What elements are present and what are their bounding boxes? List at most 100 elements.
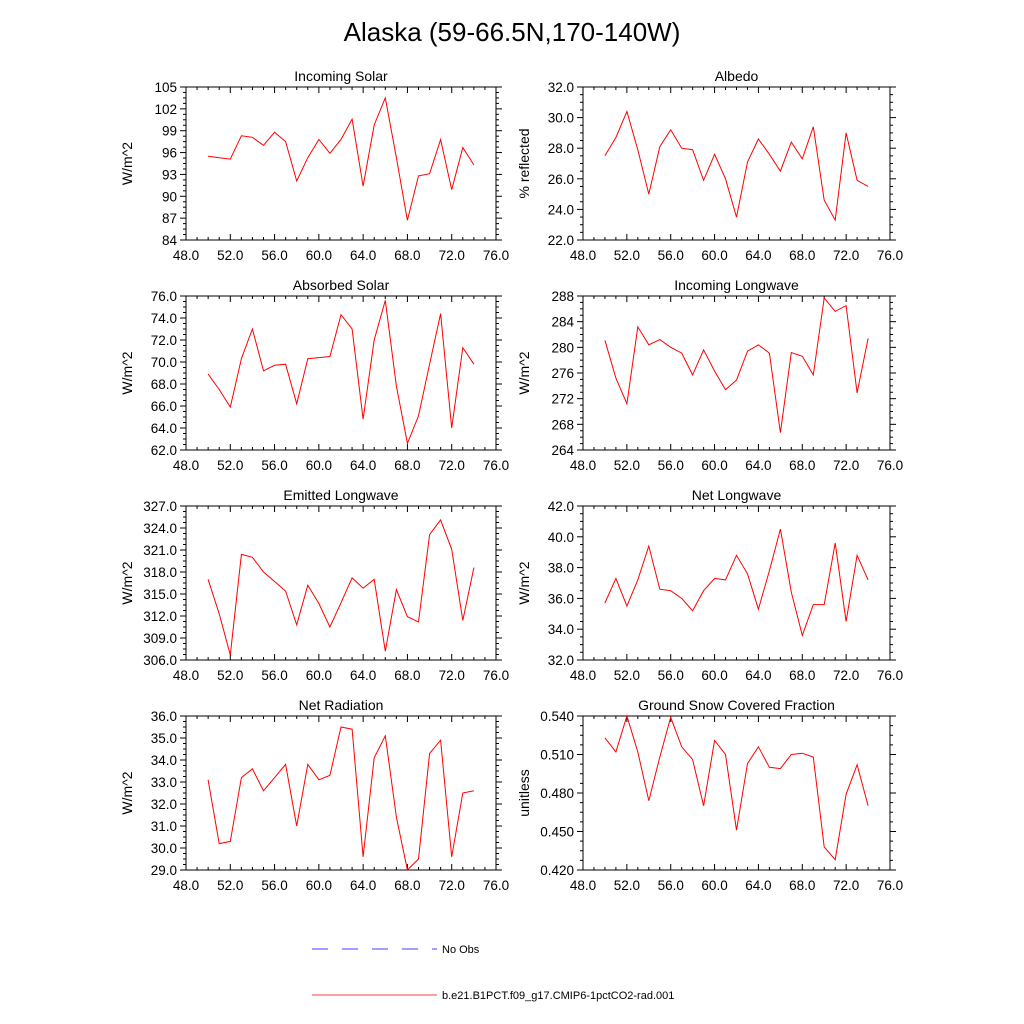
y-tick-label: 321.0 [143, 543, 177, 558]
series-line-incoming-longwave [604, 296, 869, 433]
panel-title: Incoming Longwave [674, 277, 799, 293]
y-tick-label: 29.0 [151, 863, 177, 878]
x-tick-label: 64.0 [350, 878, 376, 893]
x-tick-label: 68.0 [394, 668, 420, 683]
y-tick-label: 38.0 [548, 561, 574, 576]
y-tick-label: 28.0 [548, 141, 574, 156]
y-tick-label: 84 [162, 233, 178, 248]
x-tick-label: 76.0 [877, 248, 903, 263]
y-tick-label: 315.0 [143, 587, 177, 602]
series-line-incoming-solar [208, 96, 475, 221]
series-line-emitted-longwave [207, 518, 475, 656]
series-line-ground-snow-covered-fraction [604, 714, 869, 861]
x-tick-label: 68.0 [394, 458, 420, 473]
chart-panels: Incoming Solar W/m^2 48.0 52.0 56.0 60.0 64.0 6… [119, 68, 903, 893]
y-tick-label: 35.0 [151, 731, 177, 746]
y-tick-label: 264 [551, 443, 574, 458]
y-tick-label: 66.0 [151, 399, 177, 414]
y-tick-label: 312.0 [143, 609, 177, 624]
x-tick-label: 76.0 [483, 248, 509, 263]
y-tick-label: 327.0 [143, 499, 177, 514]
x-tick-label: 56.0 [261, 878, 287, 893]
y-tick-label: 93 [162, 167, 177, 182]
x-tick-label: 48.0 [570, 248, 596, 263]
y-tick-label: 0.420 [540, 863, 574, 878]
x-tick-label: 48.0 [570, 878, 596, 893]
x-tick-label: 52.0 [217, 878, 243, 893]
x-tick-label: 64.0 [745, 248, 771, 263]
panel-title: Ground Snow Covered Fraction [638, 697, 835, 713]
panel-title: Incoming Solar [294, 68, 388, 84]
x-tick-label: 52.0 [217, 668, 243, 683]
x-tick-label: 60.0 [306, 668, 332, 683]
x-tick-label: 52.0 [614, 458, 640, 473]
x-tick-label: 72.0 [833, 668, 859, 683]
y-axis-label: W/m^2 [516, 561, 532, 604]
y-tick-label: 34.0 [548, 622, 574, 637]
x-tick-label: 72.0 [833, 878, 859, 893]
legend-item-model-run: b.e21.B1PCT.f09_g17.CMIP6-1pctCO2-rad.00… [312, 990, 674, 1002]
y-tick-label: 276 [551, 366, 574, 381]
x-tick-label: 48.0 [173, 248, 199, 263]
y-tick-label: 32.0 [548, 80, 574, 95]
y-tick-label: 76.0 [151, 289, 177, 304]
panel-title: Net Longwave [692, 487, 782, 503]
x-tick-label: 48.0 [173, 668, 199, 683]
series-line-net-radiation [207, 726, 474, 872]
plot-frame [582, 295, 891, 451]
y-tick-label: 306.0 [143, 653, 177, 668]
chart-panel-ground-snow-covered-fraction: Ground Snow Covered Fraction unitless 48.0… [516, 697, 903, 893]
series-line-net-longwave [604, 528, 869, 638]
y-tick-label: 32.0 [548, 653, 574, 668]
x-tick-label: 76.0 [483, 878, 509, 893]
legend-label-no-obs: No Obs [442, 944, 480, 956]
x-tick-label: 48.0 [570, 458, 596, 473]
x-tick-label: 60.0 [701, 878, 727, 893]
x-tick-label: 52.0 [614, 668, 640, 683]
legend-item-no-obs: No Obs [312, 944, 480, 956]
y-tick-label: 34.0 [151, 753, 177, 768]
x-tick-label: 56.0 [261, 248, 287, 263]
x-tick-label: 60.0 [701, 668, 727, 683]
panel-title: Net Radiation [299, 697, 384, 713]
x-tick-label: 76.0 [483, 668, 509, 683]
chart-panel-absorbed-solar: Absorbed Solar W/m^2 48.0 52.0 56.0 60.0 64.0 6… [119, 277, 509, 473]
y-tick-label: 36.0 [548, 591, 574, 606]
x-tick-label: 48.0 [173, 458, 199, 473]
chart-panel-net-longwave: Net Longwave W/m^2 48.0 52.0 56.0 60.0 64.0 68.… [516, 487, 903, 683]
x-tick-label: 76.0 [483, 458, 509, 473]
y-tick-label: 0.480 [540, 786, 574, 801]
y-axis-label: W/m^2 [119, 142, 135, 185]
x-tick-label: 76.0 [877, 668, 903, 683]
y-tick-label: 36.0 [151, 709, 177, 724]
y-tick-label: 30.0 [548, 111, 574, 126]
x-tick-label: 60.0 [306, 878, 332, 893]
y-tick-label: 30.0 [151, 841, 177, 856]
panel-title: Emitted Longwave [283, 487, 398, 503]
y-tick-label: 32.0 [151, 797, 177, 812]
x-tick-label: 52.0 [614, 878, 640, 893]
y-tick-label: 90 [162, 189, 177, 204]
series-line-absorbed-solar [207, 300, 475, 446]
plot-frame [185, 295, 497, 451]
x-tick-label: 56.0 [658, 458, 684, 473]
chart-panel-incoming-longwave: Incoming Longwave W/m^2 48.0 52.0 56.0 60.0 64… [516, 277, 903, 473]
x-tick-label: 68.0 [789, 878, 815, 893]
x-tick-label: 68.0 [789, 668, 815, 683]
x-tick-label: 72.0 [439, 248, 465, 263]
y-tick-label: 96 [162, 146, 177, 161]
x-tick-label: 60.0 [306, 248, 332, 263]
x-tick-label: 64.0 [350, 668, 376, 683]
y-tick-label: 0.510 [540, 748, 574, 763]
y-axis-label: W/m^2 [119, 351, 135, 394]
x-tick-label: 64.0 [350, 458, 376, 473]
y-tick-label: 284 [551, 315, 574, 330]
y-tick-label: 102 [154, 102, 177, 117]
series-line-albedo [604, 109, 869, 222]
x-tick-label: 56.0 [658, 248, 684, 263]
x-tick-label: 64.0 [350, 248, 376, 263]
y-axis-label: unitless [516, 769, 532, 816]
y-tick-label: 309.0 [143, 631, 177, 646]
y-tick-label: 324.0 [143, 521, 177, 536]
y-tick-label: 24.0 [548, 202, 574, 217]
